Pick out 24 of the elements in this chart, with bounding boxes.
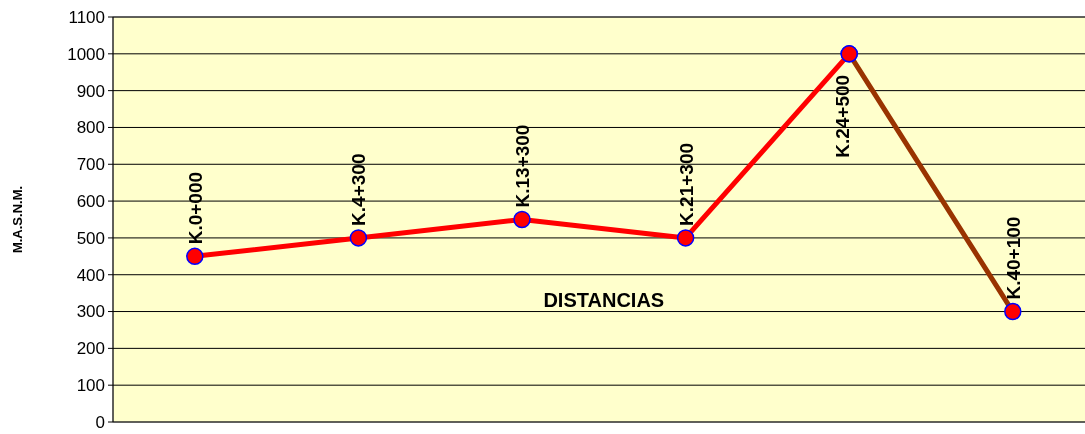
y-axis-title: M.A.S.N.M. [10,185,25,254]
y-tick-label: 800 [76,118,105,138]
x-tick-label: K.0+000 [184,171,206,245]
y-tick-label: 300 [76,302,105,322]
y-tick-label: 500 [76,228,105,248]
x-axis-title: DISTANCIAS [543,289,665,311]
y-tick-label: 900 [76,81,105,101]
y-tick-label: 100 [76,376,105,396]
x-tick-label: K.13+300 [512,124,533,208]
x-tick-label: K.21+300 [675,142,697,226]
y-tick-label: 200 [76,339,105,359]
y-tick-label: 700 [76,155,105,175]
y-tick-label: 600 [76,192,105,212]
point [676,229,695,247]
point [513,210,531,229]
point [186,247,204,266]
x-tick-label: K.40+100 [1002,216,1024,300]
point [349,229,368,247]
y-tick-label: 400 [76,265,105,285]
y-tick-label: 0 [95,412,105,432]
x-tick-label: K.24+500 [832,74,854,158]
y-tick-label: 1100 [68,7,105,27]
x-tick-label: K.4+300 [348,153,370,226]
y-tick-label: 1000 [67,44,105,64]
